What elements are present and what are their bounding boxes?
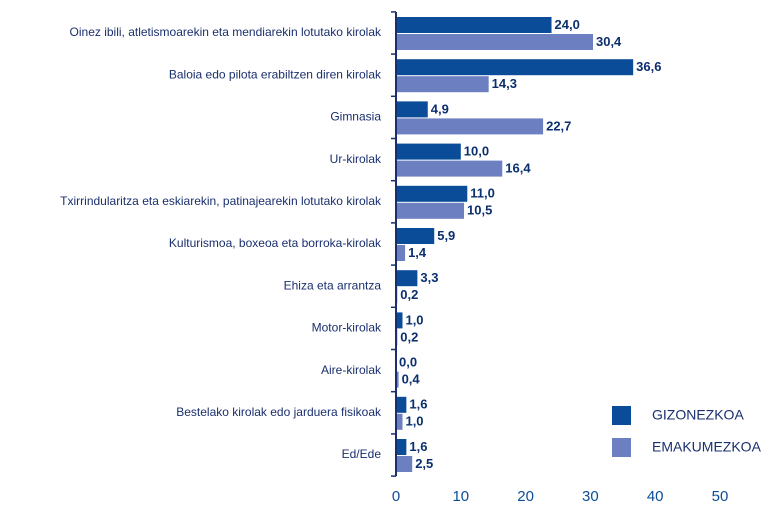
bar: [396, 439, 407, 455]
value-label: 24,0: [555, 17, 580, 32]
value-label: 11,0: [470, 186, 495, 201]
legend-swatch: [612, 438, 631, 457]
value-label: 0,0: [399, 355, 417, 370]
value-label: 10,5: [467, 203, 492, 218]
value-label: 16,4: [505, 161, 531, 176]
value-label: 4,9: [431, 101, 449, 116]
value-label: 5,9: [437, 228, 455, 243]
bar: [396, 76, 489, 93]
value-label: 22,7: [546, 118, 571, 133]
bar: [396, 396, 407, 413]
bar: [396, 118, 544, 135]
bar: [396, 185, 468, 202]
category-label: Baloia edo pilota erabiltzen diren kirol…: [169, 67, 382, 81]
value-label: 36,6: [636, 59, 661, 74]
category-label: Ehiza eta arrantza: [284, 278, 382, 292]
value-label: 10,0: [464, 144, 489, 159]
category-label: Ur-kirolak: [330, 152, 382, 166]
value-label: 1,0: [405, 414, 423, 429]
bar: [396, 228, 435, 244]
value-label: 14,3: [492, 76, 517, 91]
legend-label: EMAKUMEZKOA: [652, 439, 762, 455]
bar: [396, 371, 399, 388]
bar: [396, 312, 403, 329]
bar: [396, 456, 413, 472]
value-label: 1,6: [409, 439, 427, 454]
value-label: 3,3: [420, 270, 438, 285]
value-label: 2,5: [415, 456, 433, 471]
category-label: Txirrindularitza eta eskiarekin, patinaj…: [60, 194, 382, 208]
bar: [396, 59, 634, 76]
x-tick-label: 20: [517, 488, 534, 505]
bar: [396, 17, 552, 33]
legend-label: GIZONEZKOA: [652, 407, 744, 423]
category-label: Gimnasia: [330, 110, 381, 124]
x-tick-label: 40: [647, 488, 664, 505]
bar: [396, 270, 418, 287]
category-label: Aire-kirolak: [321, 363, 382, 377]
x-tick-label: 10: [452, 488, 469, 505]
value-label: 1,6: [409, 397, 427, 412]
x-tick-label: 50: [712, 488, 729, 505]
bar: [396, 413, 403, 430]
category-label: Ed/Ede: [342, 447, 382, 461]
value-label: 30,4: [596, 34, 622, 49]
x-tick-label: 0: [392, 488, 400, 505]
x-tick-label: 30: [582, 488, 599, 505]
value-label: 1,0: [405, 312, 423, 327]
legend-swatch: [612, 406, 631, 425]
value-label: 0,2: [400, 329, 418, 344]
bar: [396, 202, 465, 219]
bar: [396, 143, 461, 160]
bar: [396, 101, 428, 118]
category-label: Oinez ibili, atletismoarekin eta mendiar…: [70, 25, 382, 39]
bar: [396, 245, 406, 261]
value-label: 0,2: [400, 287, 418, 302]
value-label: 1,4: [408, 245, 427, 260]
bar: [396, 160, 503, 177]
value-label: 0,4: [402, 372, 421, 387]
category-label: Motor-kirolak: [312, 321, 382, 335]
bar: [396, 34, 593, 50]
category-label: Bestelako kirolak edo jarduera fisikoak: [176, 405, 382, 419]
category-label: Kulturismoa, boxeoa eta borroka-kirolak: [169, 236, 382, 250]
